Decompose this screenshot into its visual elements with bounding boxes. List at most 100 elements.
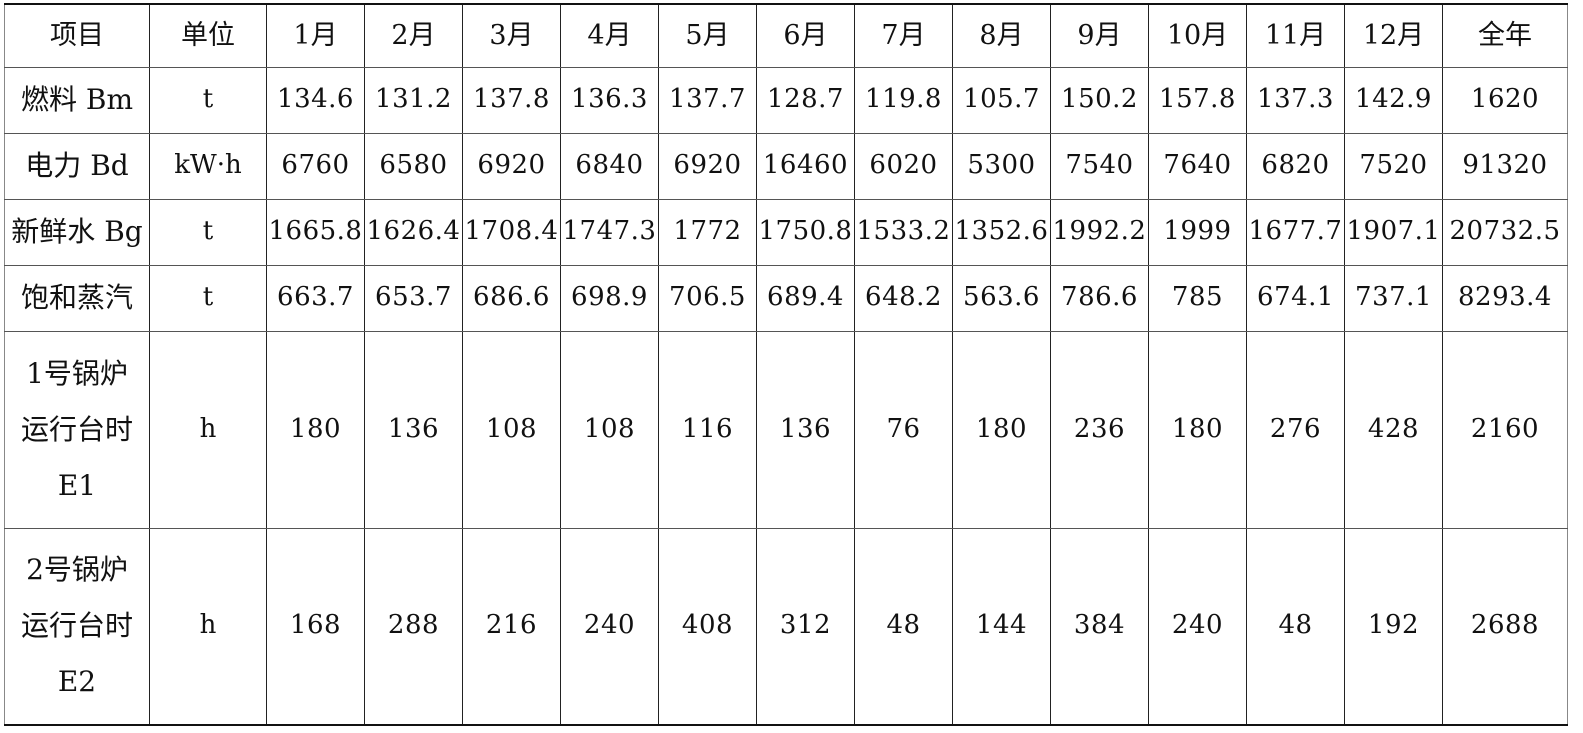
value-cell: 8293.4: [1442, 264, 1568, 332]
value-cell: 698.9: [560, 264, 659, 332]
row-label: 电力 Bd: [4, 132, 150, 200]
value-cell: 240: [560, 527, 659, 726]
value-cell: 157.8: [1148, 66, 1247, 134]
value-cell: 180: [952, 330, 1051, 529]
value-cell: 6840: [560, 132, 659, 200]
row-label-line: 1号锅炉: [26, 356, 128, 390]
row-label: 2号锅炉 运行台时 E2: [4, 527, 150, 726]
value-cell: 674.1: [1246, 264, 1345, 332]
value-cell: 144: [952, 527, 1051, 726]
value-cell: 136.3: [560, 66, 659, 134]
value-cell: 384: [1050, 527, 1149, 726]
value-cell: 428: [1344, 330, 1443, 529]
value-cell: 6020: [854, 132, 953, 200]
value-cell: 137.7: [658, 66, 757, 134]
value-cell: 1620: [1442, 66, 1568, 134]
value-cell: 240: [1148, 527, 1247, 726]
value-cell: 408: [658, 527, 757, 726]
value-cell: 76: [854, 330, 953, 529]
column-header: 1月: [266, 3, 365, 68]
value-cell: 1677.7: [1246, 198, 1345, 266]
row-label-line: E2: [57, 665, 97, 699]
row-label: 新鲜水 Bg: [4, 198, 150, 266]
column-header: 项目: [4, 3, 150, 68]
value-cell: 1352.6: [952, 198, 1051, 266]
value-cell: 6920: [462, 132, 561, 200]
value-cell: 128.7: [756, 66, 855, 134]
value-cell: 192: [1344, 527, 1443, 726]
value-cell: 653.7: [364, 264, 463, 332]
column-header: 单位: [149, 3, 267, 68]
unit-cell: t: [149, 198, 267, 266]
value-cell: 7540: [1050, 132, 1149, 200]
row-label-line: E1: [57, 468, 97, 502]
row-label: 燃料 Bm: [4, 66, 150, 134]
value-cell: 785: [1148, 264, 1247, 332]
value-cell: 786.6: [1050, 264, 1149, 332]
unit-cell: h: [149, 527, 267, 726]
value-cell: 134.6: [266, 66, 365, 134]
column-header: 9月: [1050, 3, 1149, 68]
value-cell: 48: [854, 527, 953, 726]
table-row-boiler-1: 1号锅炉 运行台时 E1 h 180 136 108 108 116 136 76 180 236 180…: [4, 330, 1568, 529]
value-cell: 1907.1: [1344, 198, 1443, 266]
value-cell: 1533.2: [854, 198, 953, 266]
value-cell: 16460: [756, 132, 855, 200]
value-cell: 6920: [658, 132, 757, 200]
value-cell: 6580: [364, 132, 463, 200]
column-header: 8月: [952, 3, 1051, 68]
value-cell: 5300: [952, 132, 1051, 200]
value-cell: 1772: [658, 198, 757, 266]
row-label-line: 新鲜水 Bg: [11, 214, 143, 248]
value-cell: 563.6: [952, 264, 1051, 332]
value-cell: 1747.3: [560, 198, 659, 266]
value-cell: 136: [364, 330, 463, 529]
column-header: 全年: [1442, 3, 1568, 68]
table-row-fresh-water: 新鲜水 Bg t 1665.8 1626.4 1708.4 1747.3 1772 1750.…: [4, 198, 1568, 266]
data-table: 项目 单位 1月 2月 3月 4月 5月 6月 7月 8月 9月 10月 11月 12月 全年 燃料 Bm t…: [4, 3, 1568, 726]
value-cell: 7520: [1344, 132, 1443, 200]
row-label-line: 运行台时: [20, 412, 133, 446]
value-cell: 116: [658, 330, 757, 529]
value-cell: 108: [462, 330, 561, 529]
column-header: 2月: [364, 3, 463, 68]
row-label: 1号锅炉运行台时 E1: [4, 330, 150, 529]
column-header: 11月: [1246, 3, 1345, 68]
value-cell: 312: [756, 527, 855, 726]
column-header: 5月: [658, 3, 757, 68]
table-row-electricity: 电力 Bd kW·h 6760 6580 6920 6840 6920 16460 6020 53…: [4, 132, 1568, 200]
column-header: 10月: [1148, 3, 1247, 68]
value-cell: 1626.4: [364, 198, 463, 266]
value-cell: 131.2: [364, 66, 463, 134]
value-cell: 2160: [1442, 330, 1568, 529]
value-cell: 6820: [1246, 132, 1345, 200]
row-label-line: 运行台时: [20, 609, 133, 643]
value-cell: 686.6: [462, 264, 561, 332]
value-cell: 136: [756, 330, 855, 529]
unit-cell: kW·h: [149, 132, 267, 200]
row-label-line: 饱和蒸汽: [20, 280, 133, 314]
value-cell: 180: [1148, 330, 1247, 529]
column-header: 12月: [1344, 3, 1443, 68]
value-cell: 6760: [266, 132, 365, 200]
value-cell: 137.3: [1246, 66, 1345, 134]
row-label: 饱和蒸汽: [4, 264, 150, 332]
value-cell: 737.1: [1344, 264, 1443, 332]
column-header: 3月: [462, 3, 561, 68]
unit-cell: t: [149, 264, 267, 332]
value-cell: 142.9: [1344, 66, 1443, 134]
value-cell: 288: [364, 527, 463, 726]
table-row-saturated-steam: 饱和蒸汽 t 663.7 653.7 686.6 698.9 706.5 689.4 648.2…: [4, 264, 1568, 332]
value-cell: 91320: [1442, 132, 1568, 200]
value-cell: 2688: [1442, 527, 1568, 726]
value-cell: 105.7: [952, 66, 1051, 134]
value-cell: 20732.5: [1442, 198, 1568, 266]
value-cell: 216: [462, 527, 561, 726]
value-cell: 137.8: [462, 66, 561, 134]
header-row: 项目 单位 1月 2月 3月 4月 5月 6月 7月 8月 9月 10月 11月 12月 全年: [4, 3, 1568, 68]
row-label-line: 燃料 Bm: [20, 82, 134, 116]
value-cell: 150.2: [1050, 66, 1149, 134]
value-cell: 689.4: [756, 264, 855, 332]
value-cell: 1750.8: [756, 198, 855, 266]
row-label-line: 电力 Bd: [25, 148, 129, 182]
